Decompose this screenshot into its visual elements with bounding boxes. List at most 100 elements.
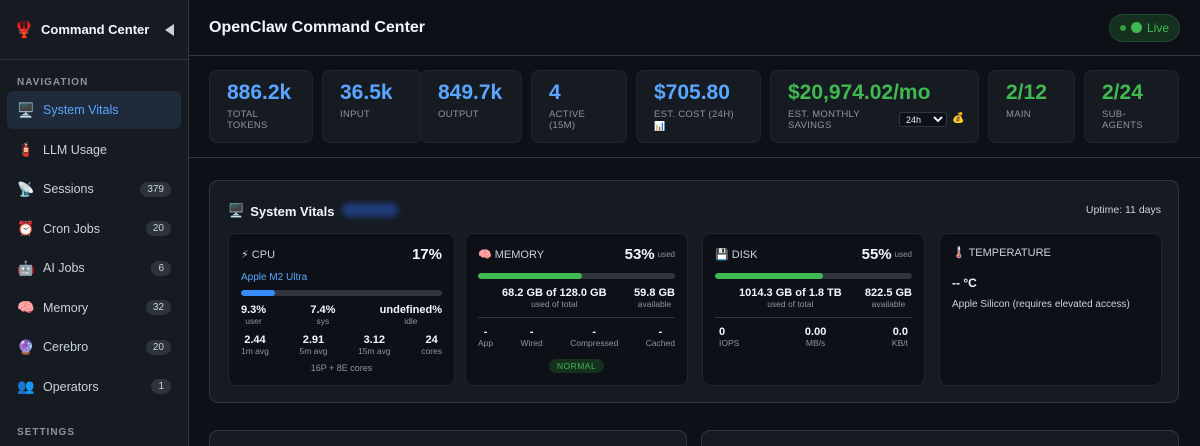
cpu-idle-value: undefined% bbox=[379, 304, 442, 316]
sidebar-item-sessions[interactable]: 📡 Sessions 379 bbox=[7, 170, 181, 208]
stat-value: $705.80 bbox=[654, 81, 730, 104]
stat-label: MAIN bbox=[1006, 109, 1031, 120]
memory-wired-label: Wired bbox=[520, 338, 543, 348]
stat-value: 2/12 bbox=[1006, 81, 1047, 104]
cores-value: 24 bbox=[425, 334, 438, 346]
stat-label: EST. COST (24H) bbox=[654, 109, 734, 120]
settings-section-label: SETTINGS bbox=[17, 427, 76, 438]
sidebar-item-memory[interactable]: 🧠 Memory 32 bbox=[7, 289, 181, 327]
stat-label: ACTIVE (15M) bbox=[549, 109, 586, 131]
sidebar-item-cron-jobs[interactable]: ⏰ Cron Jobs 20 bbox=[7, 210, 181, 248]
disk-iops-label: IOPS bbox=[719, 338, 740, 348]
cpu-title: ⚡ CPU bbox=[241, 248, 412, 261]
sidebar-item-label: Operators bbox=[43, 379, 99, 394]
cpu-name: CPU bbox=[251, 249, 276, 261]
disk-kbt-value: 0.0 bbox=[892, 326, 908, 338]
load-5m-label: 5m avg bbox=[299, 346, 328, 356]
temperature-name: TEMPERATURE bbox=[968, 247, 1051, 259]
brain-icon: 🧠 bbox=[478, 249, 492, 261]
memory-pressure-badge: NORMAL bbox=[548, 359, 605, 373]
panel-title-text: System Vitals bbox=[250, 203, 335, 219]
sidebar-item-operators[interactable]: 👥 Operators 1 bbox=[7, 368, 181, 406]
cpu-user-label: user bbox=[245, 316, 262, 326]
memory-cached-value: - bbox=[658, 326, 663, 338]
stat-value: 2/24 bbox=[1102, 81, 1143, 104]
stat-active: 4 ACTIVE (15M) bbox=[531, 70, 627, 143]
memory-card: 🧠 MEMORY 53% used 68.2 GB of 128.0 GB use… bbox=[465, 233, 688, 386]
temperature-card: 🌡️ TEMPERATURE -- °C Apple Silicon (requ… bbox=[939, 233, 1162, 386]
sidebar-item-count: 20 bbox=[145, 339, 171, 355]
memory-separator bbox=[478, 317, 675, 318]
disk-used-label: used bbox=[894, 250, 912, 259]
satellite-icon: 📡 bbox=[17, 180, 35, 197]
monitor-icon: 🖥️ bbox=[228, 203, 245, 218]
cpu-card: ⚡ CPU 17% Apple M2 Ultra 9.3% user 7.4% sy… bbox=[228, 233, 455, 386]
disk-mbs-label: MB/s bbox=[805, 338, 826, 348]
disk-usage-fill bbox=[715, 273, 824, 279]
monitor-icon: 🖥️ bbox=[17, 101, 35, 118]
sidebar-item-label: System Vitals bbox=[43, 103, 119, 117]
temperature-title: 🌡️ TEMPERATURE bbox=[952, 246, 1149, 259]
chart-icon[interactable]: 📊 bbox=[654, 121, 666, 131]
cpu-usage-bar bbox=[241, 290, 442, 296]
stat-label: OUTPUT bbox=[438, 109, 479, 120]
cpu-sys-value: 7.4% bbox=[310, 304, 336, 316]
memory-percent: 53% bbox=[624, 246, 655, 263]
disk-title: 💾 DISK bbox=[715, 248, 862, 261]
stat-label: SUB-AGENTS bbox=[1102, 109, 1143, 131]
sidebar-item-label: AI Jobs bbox=[43, 261, 85, 275]
disk-kbt-label: KB/t bbox=[891, 338, 908, 348]
memory-app-label: App bbox=[478, 338, 494, 348]
sidebar-header: 🦞 Command Center bbox=[0, 0, 188, 60]
stat-value: 886.2k bbox=[227, 81, 292, 104]
memory-used-value: 68.2 GB of 128.0 GB bbox=[502, 287, 607, 299]
money-bag-icon: 💰 bbox=[952, 113, 965, 124]
memory-usage-fill bbox=[478, 273, 583, 279]
cpu-user-value: 9.3% bbox=[241, 304, 267, 316]
memory-title: 🧠 MEMORY bbox=[478, 248, 625, 261]
stat-label: INPUT bbox=[340, 109, 370, 120]
stat-value: $20,974.02/mo bbox=[788, 81, 931, 104]
system-vitals-panel: 🖥️ System Vitals Uptime: 11 days ⚡ CPU 1… bbox=[209, 180, 1179, 403]
memory-available-value: 59.8 GB bbox=[634, 287, 675, 299]
sidebar-item-label: LLM Usage bbox=[43, 142, 107, 157]
disk-separator bbox=[715, 317, 912, 318]
top-header: OpenClaw Command Center Live bbox=[189, 0, 1200, 56]
redacted-hostname bbox=[342, 203, 398, 217]
page-title: OpenClaw Command Center bbox=[209, 18, 426, 36]
cpu-model: Apple M2 Ultra bbox=[241, 272, 308, 283]
cores-label: cores bbox=[421, 346, 442, 356]
crystal-ball-icon: 🔮 bbox=[17, 338, 35, 355]
stat-total-tokens: 886.2k TOTAL TOKENS bbox=[209, 70, 313, 143]
status-dot-icon bbox=[1119, 24, 1126, 31]
lobster-icon: 🦞 bbox=[14, 21, 34, 39]
load-5m-value: 2.91 bbox=[302, 334, 325, 346]
nav-section-label: NAVIGATION bbox=[17, 77, 89, 88]
disk-used-sub: used of total bbox=[767, 299, 814, 309]
cpu-usage-fill bbox=[241, 290, 276, 296]
sidebar-item-count: 6 bbox=[151, 260, 171, 276]
temperature-note: Apple Silicon (requires elevated access) bbox=[952, 299, 1130, 310]
sidebar-item-system-vitals[interactable]: 🖥️ System Vitals bbox=[7, 91, 181, 129]
disk-available-value: 822.5 GB bbox=[864, 287, 912, 299]
collapse-sidebar-icon[interactable] bbox=[165, 23, 174, 36]
savings-period-select[interactable]: 24h bbox=[899, 112, 947, 127]
stat-label: TOTAL TOKENS bbox=[227, 109, 268, 131]
memory-compressed-label: Compressed bbox=[570, 338, 619, 348]
memory-app-value: - bbox=[483, 326, 488, 338]
stat-output: 849.7k OUTPUT bbox=[420, 70, 522, 143]
stat-main: 2/12 MAIN bbox=[988, 70, 1075, 143]
memory-usage-bar bbox=[478, 273, 675, 279]
brain-icon: 🧠 bbox=[17, 299, 35, 315]
alarm-clock-icon: ⏰ bbox=[17, 220, 35, 236]
floppy-disk-icon: 💾 bbox=[715, 249, 729, 261]
sidebar-item-count: 20 bbox=[145, 221, 171, 236]
sidebar-item-ai-jobs[interactable]: 🤖 AI Jobs 6 bbox=[7, 249, 181, 287]
cpu-sys-label: sys bbox=[316, 316, 330, 326]
sidebar-item-label: Sessions bbox=[43, 182, 94, 196]
sidebar-item-llm-usage[interactable]: 🧯 LLM Usage bbox=[7, 131, 181, 169]
memory-wired-value: - bbox=[529, 326, 534, 338]
stat-monthly-savings: $20,974.02/mo EST. MONTHLY SAVINGS 24h 💰 bbox=[770, 70, 979, 143]
sidebar-item-cerebro[interactable]: 🔮 Cerebro 20 bbox=[7, 328, 181, 366]
sidebar-item-label: Memory bbox=[43, 300, 89, 315]
